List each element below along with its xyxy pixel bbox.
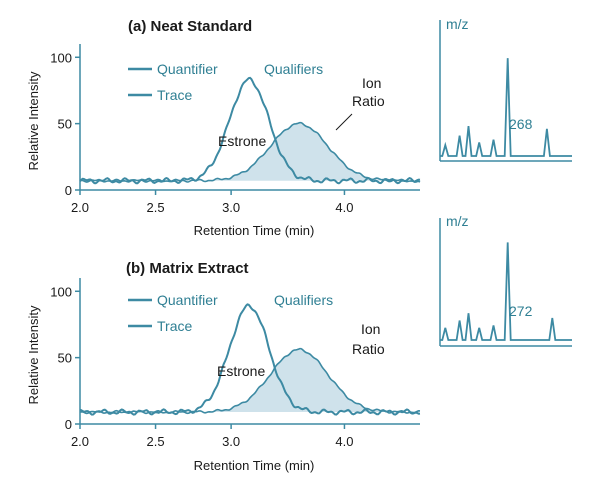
quantifier-trace-b: [79, 303, 421, 416]
x-tick-label: 2.0: [71, 200, 89, 215]
panel-a-title: (a) Neat Standard: [128, 18, 252, 35]
legend-quantifier-b: Quantifier: [157, 292, 218, 308]
spectrum-a-axis-label: m/z: [446, 16, 469, 32]
x-tick-label: 2.0: [71, 434, 89, 449]
panel-a: (a) Neat Standard 0 50 100 2.0 2.5 3.0 4.0 Rel…: [26, 16, 572, 238]
panel-b-title: (b) Matrix Extract: [126, 260, 249, 277]
x-tick-label: 3.0: [222, 434, 240, 449]
estrone-label-b: Estrone: [217, 363, 265, 379]
y-tick-label: 50: [58, 117, 72, 132]
legend-trace-b: Trace: [157, 318, 192, 334]
panel-a-ylabel: Relative Intensity: [26, 71, 41, 170]
qualifier-area-a: [80, 123, 420, 181]
panel-b: (b) Matrix Extract 0 50 100 2.0 2.5 3.0 4.0 Re…: [26, 213, 572, 473]
estrone-label-a: Estrone: [218, 133, 266, 149]
panel-b-ylabel: Relative Intensity: [26, 305, 41, 404]
y-tick-label: 100: [50, 284, 72, 299]
y-tick-label: 0: [65, 417, 72, 432]
spectrum-a-peak-label: 268: [509, 116, 533, 132]
qualifier-area-b: [80, 349, 420, 413]
qualifiers-label-b: Qualifiers: [274, 292, 333, 308]
x-tick-label: 4.0: [335, 200, 353, 215]
panel-a-plot: 0 50 100 2.0 2.5 3.0 4.0: [50, 44, 421, 215]
x-tick-label: 3.0: [222, 200, 240, 215]
x-tick-label: 2.5: [147, 434, 165, 449]
quantifier-trace-a: [79, 76, 421, 185]
spectrum-inset-b: [439, 218, 572, 347]
qualifiers-label-a: Qualifiers: [264, 61, 323, 77]
legend-quantifier-a: Quantifier: [157, 61, 218, 77]
spectrum-trace-b: [440, 242, 572, 341]
y-tick-label: 50: [58, 351, 72, 366]
spectrum-b-axis-label: m/z: [446, 213, 469, 229]
ion-ratio-label-a: Ion Ratio: [352, 75, 385, 109]
x-tick-label: 4.0: [335, 434, 353, 449]
y-tick-label: 0: [65, 183, 72, 198]
spectrum-trace-a: [440, 58, 572, 157]
ion-ratio-pointer-a: [335, 113, 353, 131]
x-tick-label: 2.5: [147, 200, 165, 215]
spectrum-b-peak-label: 272: [509, 303, 533, 319]
qualifier-trace-a: [79, 121, 421, 183]
spectrum-inset-a: [439, 20, 572, 162]
panel-a-xlabel: Retention Time (min): [194, 223, 315, 238]
ion-ratio-label-b: Ion Ratio: [352, 321, 385, 357]
panel-b-plot: 0 50 100 2.0 2.5 3.0 4.0: [50, 278, 421, 449]
panel-b-xlabel: Retention Time (min): [194, 458, 315, 473]
y-tick-label: 100: [50, 50, 72, 65]
legend-trace-a: Trace: [157, 87, 192, 103]
